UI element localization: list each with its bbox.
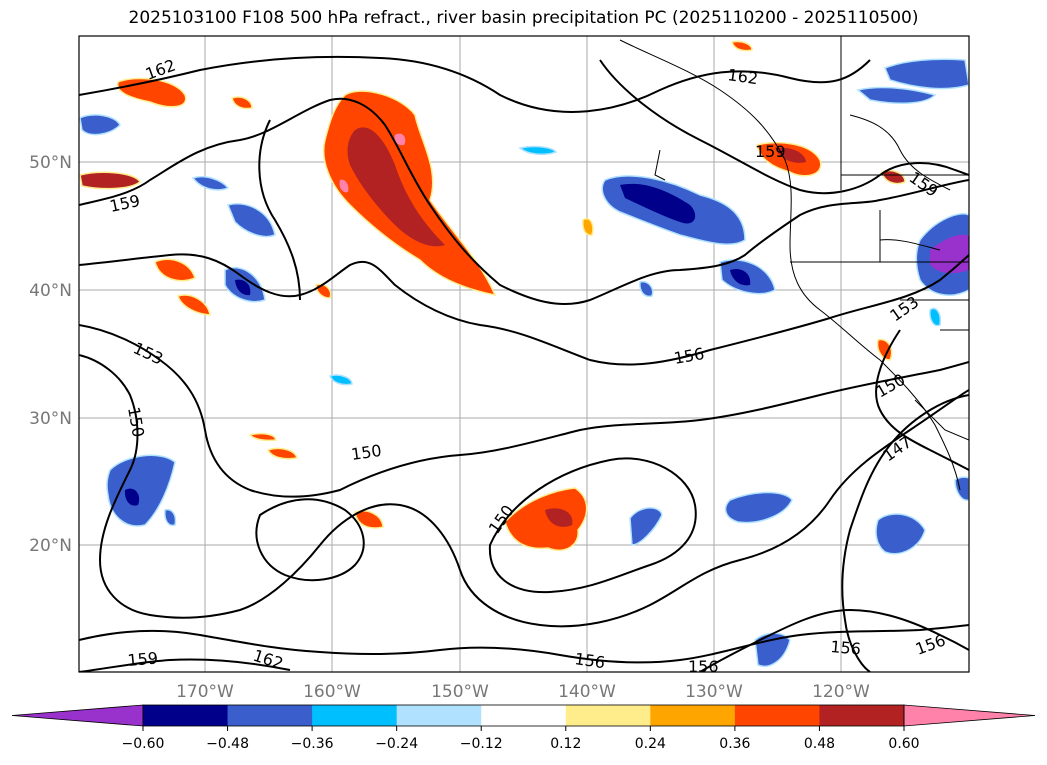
positive-precip-anomalies bbox=[79, 40, 906, 551]
lon-label: 170°W bbox=[176, 682, 234, 702]
colorbar-tick-label: 0.60 bbox=[888, 736, 919, 752]
colorbar-tick-label: −0.24 bbox=[375, 736, 418, 752]
lon-label: 150°W bbox=[431, 682, 489, 702]
colorbar-extend-high bbox=[903, 704, 1036, 727]
lat-label: 50°N bbox=[29, 153, 72, 173]
map-title: 2025103100 F108 500 hPa refract., river … bbox=[128, 8, 919, 28]
plot-area bbox=[79, 36, 969, 672]
colorbar-tick-label: −0.60 bbox=[122, 736, 165, 752]
colorbar-tick-label: −0.48 bbox=[206, 736, 249, 752]
colorbar-segment bbox=[819, 705, 905, 726]
colorbar-tick-label: −0.36 bbox=[291, 736, 334, 752]
negative-precip-anomalies bbox=[79, 58, 969, 667]
colorbar-segment bbox=[227, 705, 313, 726]
height-contours bbox=[79, 55, 969, 672]
colorbar-tick-label: −0.12 bbox=[460, 736, 503, 752]
lon-label: 130°W bbox=[685, 682, 743, 702]
colorbar-extend-low bbox=[11, 704, 144, 727]
coastlines bbox=[619, 36, 969, 491]
colorbar-segment bbox=[396, 705, 482, 726]
colorbar-tick-label: 0.24 bbox=[635, 736, 666, 752]
contour-label: 156 bbox=[830, 637, 862, 659]
colorbar-tick-label: 0.12 bbox=[550, 736, 581, 752]
contour-label: 156 bbox=[688, 657, 719, 676]
contour-label: 159 bbox=[127, 648, 159, 670]
contour-label: 156 bbox=[573, 649, 606, 672]
lat-label: 40°N bbox=[29, 281, 72, 301]
colorbar: −0.60 −0.48 −0.36 −0.24 −0.12 0.12 0.24 0.36 0.4… bbox=[11, 704, 1036, 752]
colorbar-frame bbox=[142, 704, 905, 727]
contour-label: 159 bbox=[755, 142, 786, 161]
lat-label: 30°N bbox=[29, 409, 72, 429]
contour-label: 162 bbox=[726, 65, 759, 88]
lon-label: 160°W bbox=[303, 682, 361, 702]
plot-frame bbox=[78, 35, 970, 673]
colorbar-segment bbox=[650, 705, 736, 726]
colorbar-tick-label: 0.36 bbox=[719, 736, 750, 752]
colorbar-segment bbox=[734, 705, 820, 726]
colorbar-segment bbox=[481, 705, 567, 726]
colorbar-segment bbox=[143, 705, 229, 726]
colorbar-tick-label: 0.48 bbox=[804, 736, 835, 752]
lon-label: 120°W bbox=[812, 682, 870, 702]
colorbar-segment bbox=[312, 705, 398, 726]
contour-label: 150 bbox=[350, 441, 383, 464]
colorbar-segment bbox=[565, 705, 651, 726]
contour-labels: 162 162 159 159 159 153 153 150 150 150 … bbox=[108, 55, 948, 676]
lat-label: 20°N bbox=[29, 536, 72, 556]
lon-label: 140°W bbox=[558, 682, 616, 702]
